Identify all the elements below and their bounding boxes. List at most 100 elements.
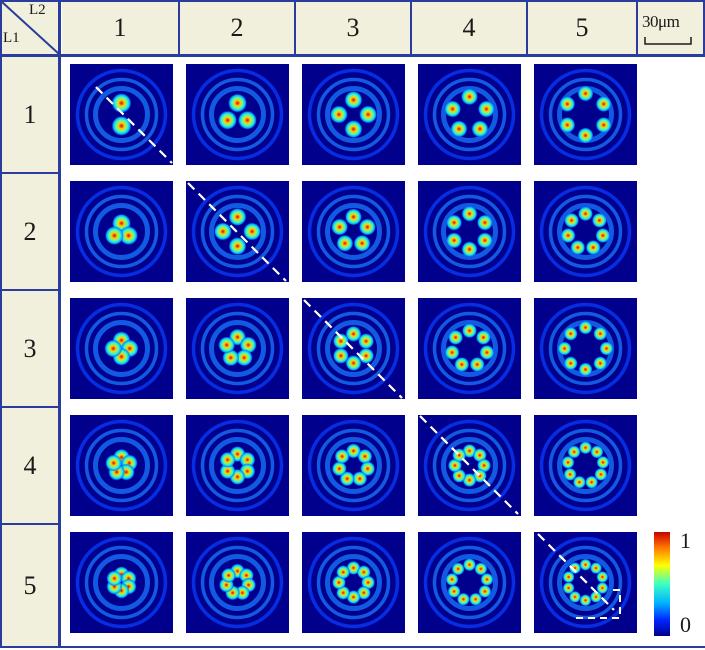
row-header-label: 4 — [23, 451, 37, 480]
intensity-lobe — [578, 362, 593, 377]
intensity-lobe — [596, 571, 609, 583]
column-header-label: 4 — [462, 13, 476, 42]
intensity-lobe — [578, 206, 593, 222]
intensity-lobe — [590, 590, 602, 603]
intensity-lobe — [452, 448, 467, 463]
intensity-lobe — [559, 117, 576, 133]
intensity-lobe — [344, 120, 363, 139]
intensity-lobe — [450, 120, 468, 138]
intensity-lobe — [476, 214, 493, 231]
row-header-label: 1 — [23, 100, 37, 129]
intensity-lobe — [595, 117, 612, 133]
intensity-lobe — [596, 455, 610, 469]
intensity-tile-r5-c4 — [418, 532, 521, 633]
intensity-lobe — [339, 471, 355, 487]
intensity-lobe — [469, 592, 483, 606]
intensity-lobe — [243, 222, 262, 241]
corner-row-axis-label: L1 — [3, 30, 20, 46]
row-header-5: 5 — [2, 525, 58, 646]
intensity-lobe — [561, 455, 575, 469]
col-divider — [636, 0, 638, 56]
intensity-lobe — [357, 448, 373, 464]
column-header-4: 4 — [412, 2, 526, 54]
intensity-lobe — [237, 110, 257, 130]
row-divider — [0, 406, 60, 408]
intensity-tile-r3-c4 — [418, 298, 521, 399]
intensity-lobe — [104, 339, 123, 358]
intensity-lobe — [478, 584, 492, 598]
intensity-lobe — [469, 357, 485, 372]
intensity-lobe — [228, 237, 247, 256]
intensity-lobe — [564, 212, 580, 228]
intensity-lobe — [444, 345, 460, 360]
intensity-lobe — [563, 356, 578, 371]
intensity-lobe — [213, 222, 232, 241]
intensity-lobe — [331, 461, 347, 477]
intensity-lobe — [480, 572, 494, 586]
header-divider — [0, 54, 705, 57]
intensity-tile-r3-c3 — [302, 298, 405, 399]
intensity-tile-r5-c1 — [70, 532, 173, 633]
intensity-tile-r4-c3 — [302, 415, 405, 516]
intensity-lobe — [579, 558, 592, 571]
intensity-lobe — [358, 333, 375, 350]
intensity-lobe — [578, 320, 593, 335]
intensity-tile-r5-c2 — [186, 532, 289, 633]
intensity-lobe — [331, 218, 349, 236]
intensity-lobe — [447, 584, 461, 598]
intensity-lobe — [570, 240, 586, 255]
intensity-lobe — [445, 572, 459, 586]
intensity-lobe — [560, 228, 576, 243]
row-divider — [0, 289, 60, 291]
intensity-lobe — [595, 96, 612, 112]
intensity-tile-r4-c5 — [534, 415, 637, 516]
intensity-lobe — [104, 226, 124, 246]
intensity-lobe — [119, 226, 139, 246]
corner-diagonal — [2, 2, 59, 54]
intensity-lobe — [579, 594, 592, 607]
intensity-lobe — [446, 232, 463, 249]
intensity-lobe — [111, 115, 132, 136]
intensity-tile-r4-c2 — [186, 415, 289, 516]
colorbar-max-label: 1 — [680, 528, 691, 553]
intensity-lobe — [444, 100, 462, 118]
intensity-lobe — [577, 85, 594, 102]
border-right — [703, 0, 705, 56]
intensity-lobe — [218, 336, 236, 354]
intensity-tile-r2-c1 — [70, 181, 173, 282]
intensity-tile-r5-c3 — [302, 532, 405, 633]
intensity-lobe — [448, 329, 464, 345]
column-header-1: 1 — [62, 2, 178, 54]
intensity-lobe — [475, 329, 491, 345]
intensity-lobe — [352, 471, 368, 487]
corner-column-axis-label: L2 — [29, 2, 46, 18]
intensity-lobe — [567, 445, 581, 459]
intensity-lobe — [360, 461, 376, 477]
intensity-tile-r3-c1 — [70, 298, 173, 399]
column-header-label: 5 — [575, 13, 589, 42]
intensity-lobe — [593, 356, 608, 371]
intensity-lobe — [239, 451, 256, 468]
col-divider — [178, 0, 180, 56]
intensity-lobe — [446, 214, 463, 231]
intensity-lobe — [461, 205, 478, 222]
border-top — [0, 0, 705, 2]
row-header-label: 5 — [23, 570, 37, 600]
intensity-lobe — [358, 218, 376, 236]
intensity-tile-r2-c4 — [418, 181, 521, 282]
intensity-lobe — [346, 443, 361, 459]
intensity-lobe — [461, 241, 478, 258]
intensity-lobe — [461, 88, 478, 106]
row-divider — [0, 523, 60, 525]
col-divider — [294, 0, 296, 56]
intensity-tile-r1-c4 — [418, 64, 521, 165]
intensity-tile-r2-c3 — [302, 181, 405, 282]
intensity-lobe — [219, 463, 236, 480]
row-divider — [0, 172, 60, 174]
colorbar — [654, 532, 670, 636]
intensity-lobe — [585, 240, 601, 255]
border-left — [0, 0, 2, 648]
intensity-lobe — [563, 326, 578, 341]
intensity-lobe — [219, 451, 236, 468]
